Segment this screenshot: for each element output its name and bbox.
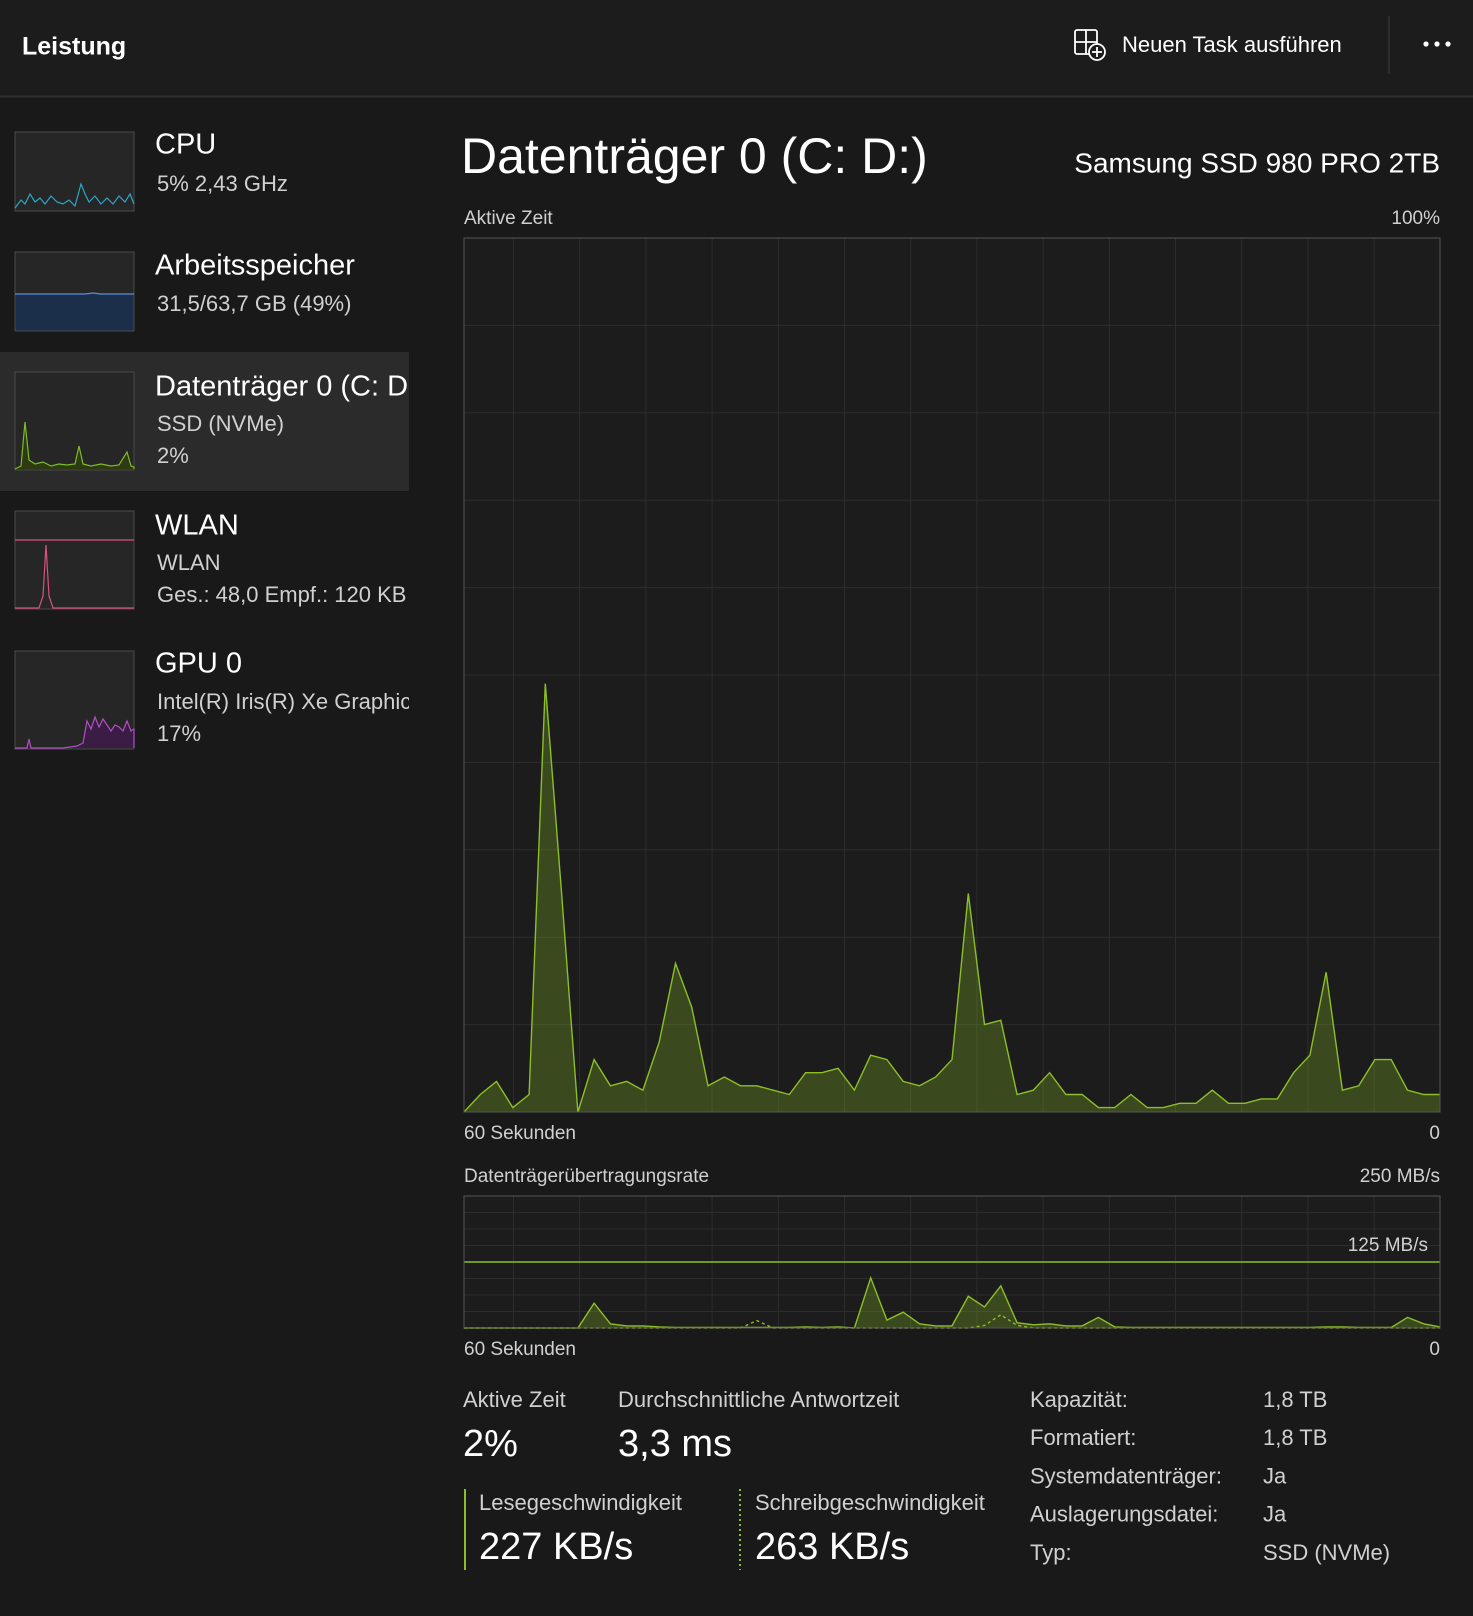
- charts: Aktive Zeit 100%60 Sekunden 0Datenträgerüb…: [463, 208, 1441, 1360]
- stat-value: 227 KB/s: [479, 1526, 633, 1568]
- disk-thumb[interactable]: [14, 371, 135, 471]
- item-sub: Intel(R) Iris(R) Xe Graphics: [157, 689, 422, 714]
- cpu-thumb[interactable]: [14, 131, 135, 212]
- more-button[interactable]: [1423, 41, 1451, 47]
- device-title: Datenträger 0 (C: D:): [461, 128, 928, 184]
- y-tick-label: 125 MB/s: [1348, 1235, 1428, 1256]
- stat-value: 263 KB/s: [755, 1526, 909, 1568]
- stat-label: Schreibgeschwindigkeit: [755, 1490, 985, 1515]
- item-sub: WLAN: [157, 550, 221, 575]
- memory-thumb[interactable]: [14, 251, 135, 332]
- x-tick-label: 0: [1429, 1339, 1440, 1360]
- thumbnails: [14, 131, 135, 750]
- stat-label: Aktive Zeit: [463, 1387, 566, 1412]
- item-sub: 17%: [157, 721, 201, 746]
- page-title: Leistung: [22, 33, 126, 61]
- property-label: Auslagerungsdatei:: [1030, 1502, 1218, 1527]
- y-tick-label: 250 MB/s: [1360, 1166, 1440, 1187]
- item-sub: SSD (NVMe): [157, 411, 284, 436]
- x-tick-label: 60 Sekunden: [464, 1123, 576, 1144]
- sidebar-texts: CPU 5% 2,43 GHz Arbeitsspeicher 31,5/63,…: [155, 129, 426, 746]
- property-value: 1,8 TB: [1263, 1387, 1327, 1412]
- property-label: Formatiert:: [1030, 1425, 1136, 1450]
- item-sub: 31,5/63,7 GB (49%): [157, 291, 351, 316]
- stat-label: Lesegeschwindigkeit: [479, 1490, 682, 1515]
- item-title[interactable]: Datenträger 0 (C: D:): [155, 371, 426, 403]
- chart-title: Datenträgerübertragungsrate: [464, 1166, 709, 1187]
- property-label: Kapazität:: [1030, 1387, 1128, 1412]
- chart: Datenträgerübertragungsrate 125 MB/s 250 M…: [463, 1166, 1441, 1360]
- item-title[interactable]: WLAN: [155, 510, 239, 542]
- property-label: Typ:: [1030, 1540, 1072, 1565]
- item-title[interactable]: GPU 0: [155, 648, 242, 680]
- plot-border: [463, 237, 1441, 1113]
- stats: Aktive Zeit 2% Durchschnittliche Antwort…: [463, 1387, 985, 1570]
- area-fill: [464, 683, 1440, 1112]
- y-tick-label: 100%: [1391, 208, 1440, 229]
- chart-title: Aktive Zeit: [464, 208, 553, 229]
- property-value: Ja: [1263, 1502, 1287, 1527]
- new-task-icon: [1074, 29, 1106, 61]
- stat-label: Durchschnittliche Antwortzeit: [618, 1387, 899, 1412]
- properties: Kapazität: 1,8 TB Formatiert: 1,8 TB Systemd…: [1030, 1387, 1390, 1565]
- item-sub: Ges.: 48,0 Empf.: 120 KB: [157, 582, 406, 607]
- device-model: Samsung SSD 980 PRO 2TB: [1074, 147, 1440, 178]
- chart: Aktive Zeit 100% 60 Sekunden 0: [463, 208, 1441, 1144]
- series-line: [463, 683, 1440, 1113]
- property-label: Systemdatenträger:: [1030, 1463, 1222, 1488]
- plot-border: [463, 1195, 1441, 1329]
- item-sub: 5% 2,43 GHz: [157, 171, 288, 196]
- x-tick-label: 0: [1429, 1123, 1440, 1144]
- new-task-label: Neuen Task ausführen: [1122, 32, 1342, 57]
- x-tick-label: 60 Sekunden: [464, 1339, 576, 1360]
- new-task-button[interactable]: Neuen Task ausführen: [1074, 29, 1342, 61]
- wlan-thumb[interactable]: [14, 510, 135, 610]
- item-sub: 2%: [157, 443, 189, 468]
- header-bar: [0, 0, 1473, 96]
- stat-value: 2%: [463, 1423, 518, 1465]
- item-title[interactable]: CPU: [155, 129, 216, 161]
- property-value: Ja: [1263, 1463, 1287, 1488]
- gpu-thumb[interactable]: [14, 650, 135, 750]
- property-value: SSD (NVMe): [1263, 1540, 1390, 1565]
- stat-value: 3,3 ms: [618, 1423, 732, 1465]
- item-title[interactable]: Arbeitsspeicher: [155, 250, 355, 282]
- property-value: 1,8 TB: [1263, 1425, 1327, 1450]
